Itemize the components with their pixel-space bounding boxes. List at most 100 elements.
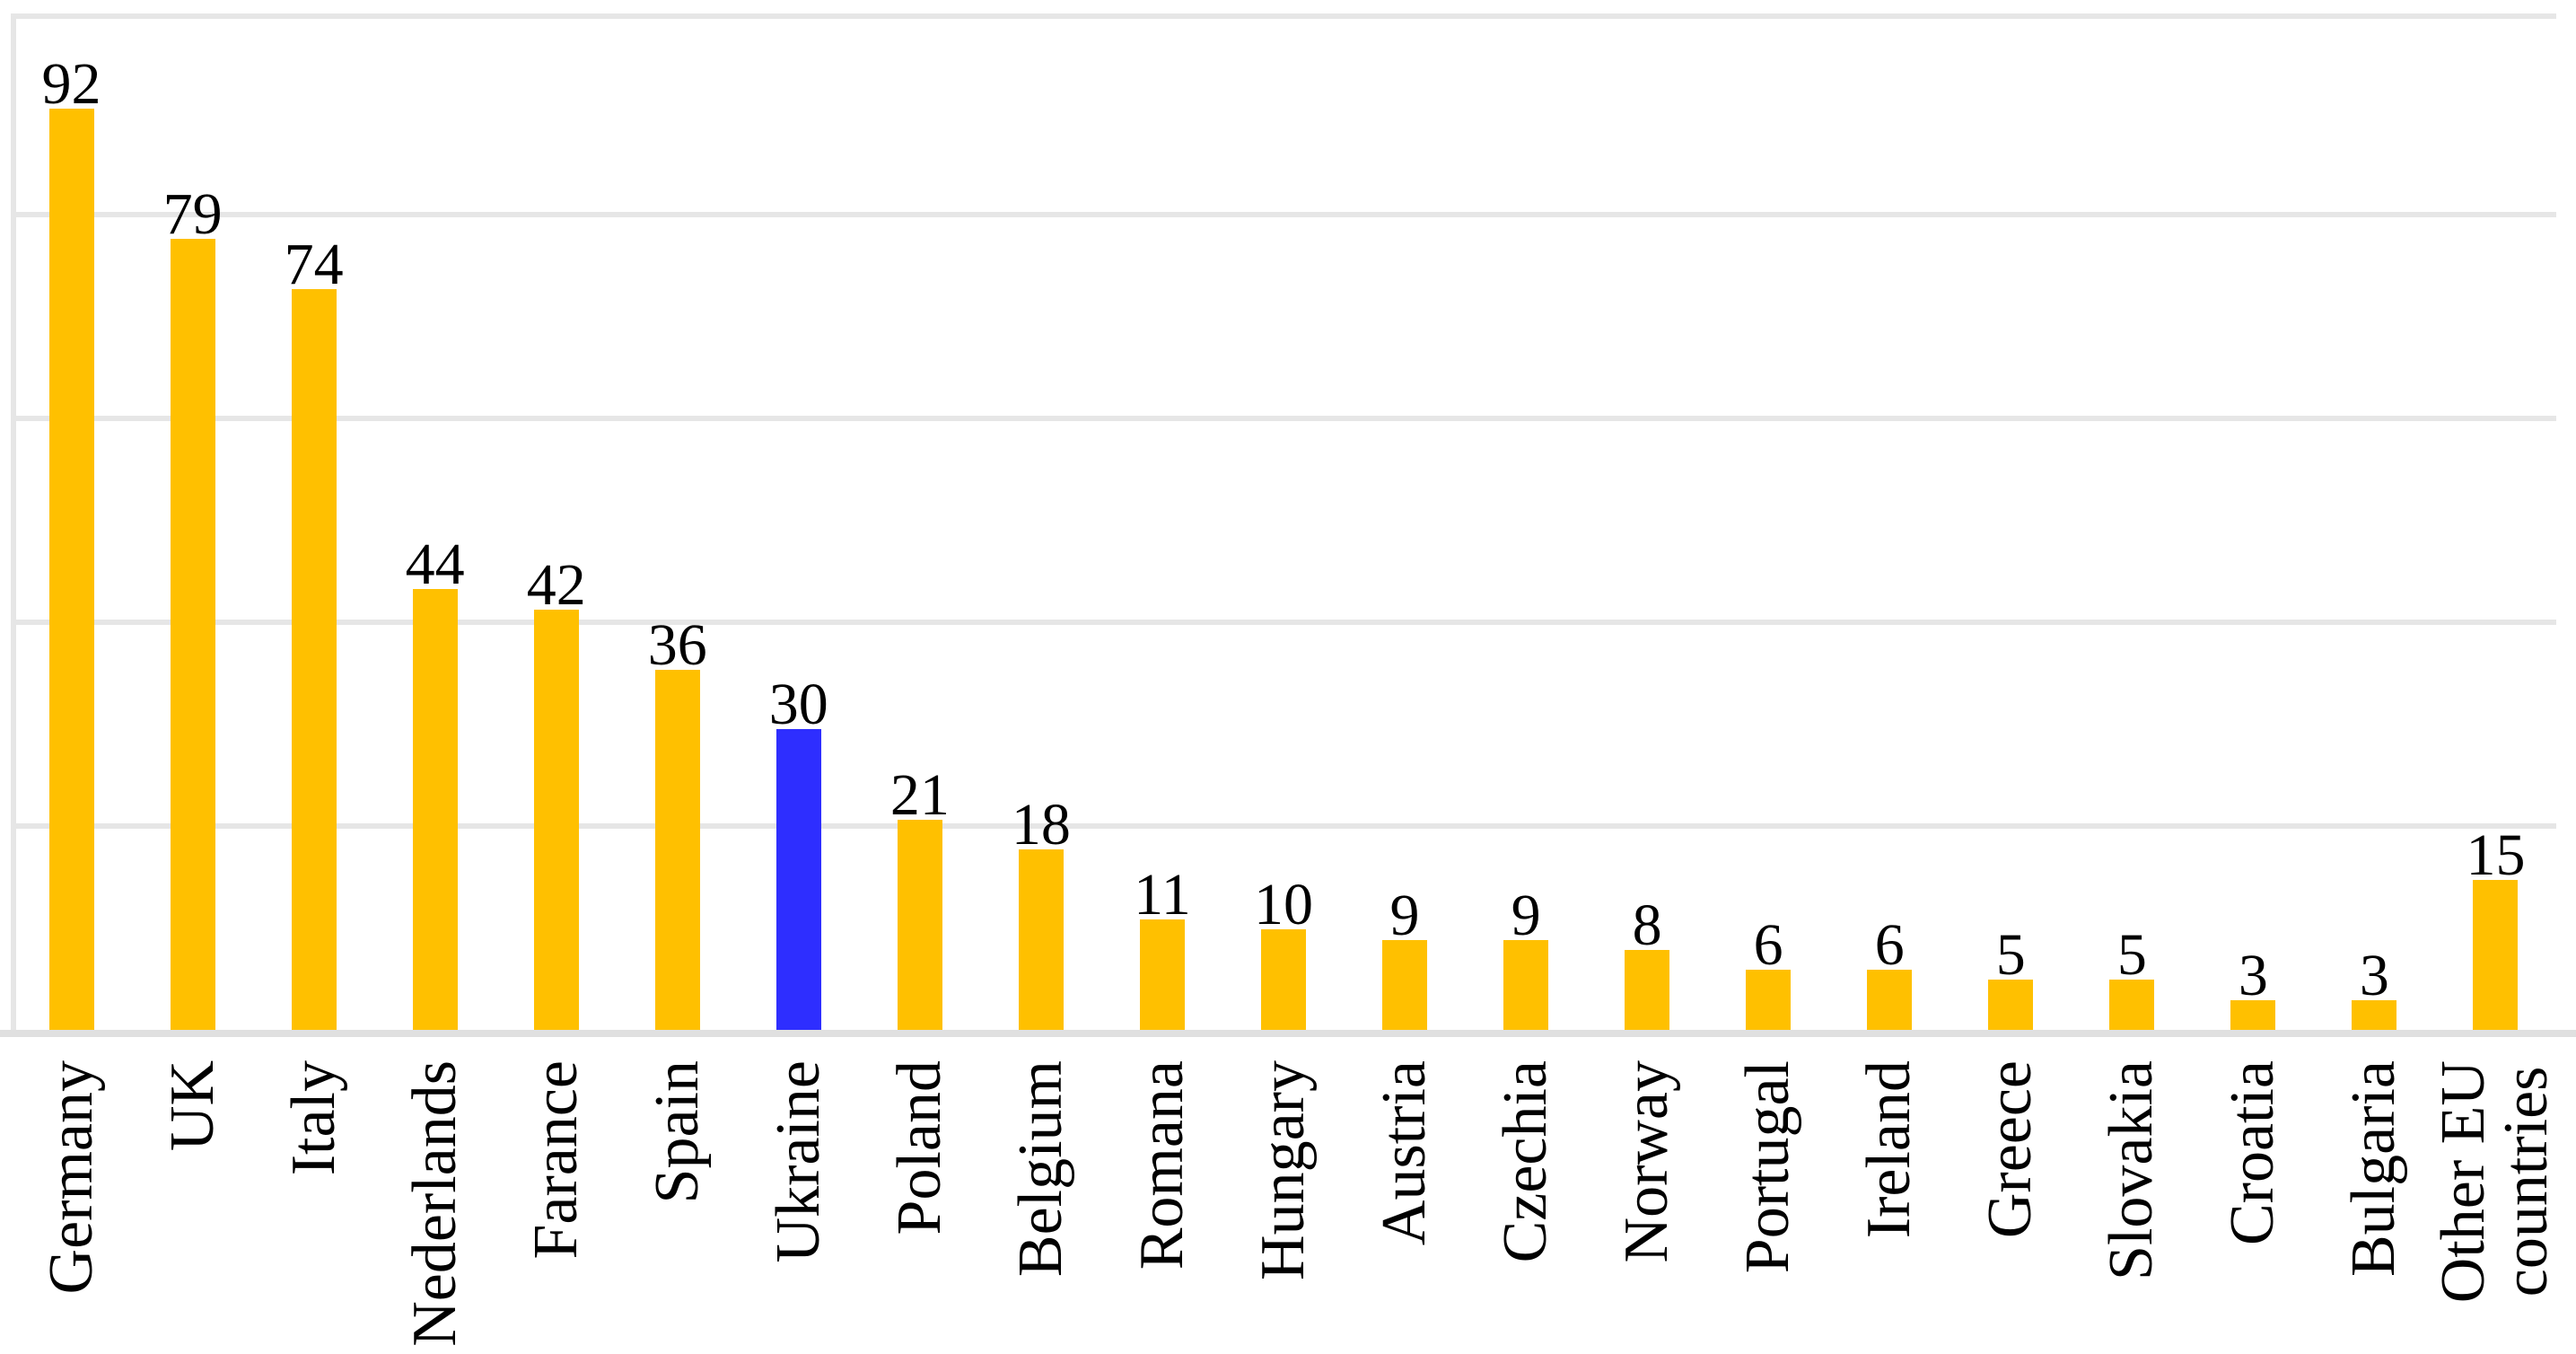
label-cell-italy: Italy: [253, 1037, 374, 1354]
bar-cell-poland: 21: [859, 766, 980, 1030]
label-cell-norway: Norway: [1587, 1037, 1708, 1354]
gridline-60: [16, 416, 2556, 421]
gridline-20: [16, 823, 2556, 829]
label-cell-croatia: Croatia: [2193, 1037, 2314, 1354]
category-label-uk: UK: [157, 1060, 227, 1152]
label-cell-ukraine: Ukraine: [738, 1037, 859, 1354]
bar-croatia: [2230, 1000, 2276, 1030]
category-label-portugal: Portugal: [1733, 1060, 1803, 1274]
plot-area: [11, 13, 2556, 1030]
bar-cell-ukraine: 30: [738, 675, 859, 1030]
category-label-austria: Austria: [1370, 1060, 1440, 1246]
bar-cell-nederlands: 44: [374, 535, 495, 1030]
bar-value-romana: 11: [1134, 862, 1191, 928]
bar-value-bulgaria: 3: [2359, 943, 2389, 1008]
bar-spain: [654, 670, 700, 1030]
label-cell-hungary: Hungary: [1222, 1037, 1344, 1354]
label-cell-uk: UK: [132, 1037, 253, 1354]
x-axis-line: [0, 1030, 2576, 1037]
bar-cell-other-eu-countries: 15: [2435, 826, 2556, 1030]
label-cell-belgium: Belgium: [980, 1037, 1101, 1354]
bar-romana: [1139, 919, 1185, 1030]
label-cell-austria: Austria: [1345, 1037, 1466, 1354]
bars-row: 92 79 74 44 42 36 30 21 18 11 10 9 9 8 6 6 5 5 3 3 15: [11, 19, 2556, 1030]
category-label-romana: Romana: [1126, 1060, 1196, 1270]
label-cell-farance: Farance: [495, 1037, 617, 1354]
bar-cell-portugal: 6: [1708, 916, 1829, 1030]
bar-other-eu-countries: [2473, 880, 2519, 1030]
category-label-norway: Norway: [1612, 1060, 1682, 1263]
label-cell-spain: Spain: [617, 1037, 738, 1354]
bar-cell-czechia: 9: [1466, 886, 1587, 1030]
bar-value-portugal: 6: [1753, 912, 1783, 978]
category-label-farance: Farance: [521, 1060, 591, 1260]
bar-italy: [291, 289, 337, 1030]
bar-value-croatia: 3: [2238, 943, 2268, 1008]
category-label-nederlands: Nederlands: [399, 1060, 469, 1347]
bar-czechia: [1503, 940, 1549, 1030]
bar-cell-uk: 79: [132, 185, 253, 1030]
gridline-80: [16, 212, 2556, 217]
bar-uk: [170, 239, 215, 1030]
bar-cell-germany: 92: [11, 55, 132, 1030]
bar-cell-spain: 36: [617, 616, 738, 1030]
bar-value-other-eu-countries: 15: [2466, 822, 2526, 888]
category-label-hungary: Hungary: [1248, 1060, 1318, 1280]
bar-ukraine: [775, 729, 821, 1030]
category-label-czechia: Czechia: [1491, 1060, 1561, 1263]
bar-cell-slovakia: 5: [2072, 926, 2193, 1030]
bar-value-czechia: 9: [1511, 883, 1541, 948]
bar-slovakia: [2109, 980, 2155, 1030]
label-cell-bulgaria: Bulgaria: [2314, 1037, 2435, 1354]
category-label-other-eu-countries: Other EU countries: [2429, 1060, 2562, 1304]
bar-value-ireland: 6: [1874, 912, 1905, 978]
bar-cell-romana: 11: [1101, 866, 1222, 1030]
label-cell-ireland: Ireland: [1829, 1037, 1950, 1354]
category-label-greece: Greece: [1976, 1060, 2046, 1239]
label-cell-germany: Germany: [11, 1037, 132, 1354]
category-label-ukraine: Ukraine: [763, 1060, 833, 1263]
bar-cell-bulgaria: 3: [2314, 946, 2435, 1030]
bar-nederlands: [412, 589, 458, 1030]
bar-belgium: [1018, 849, 1064, 1030]
bar-portugal: [1746, 970, 1792, 1030]
bar-cell-italy: 74: [253, 235, 374, 1030]
bar-austria: [1382, 940, 1428, 1030]
bar-value-italy: 74: [284, 232, 344, 297]
category-label-poland: Poland: [884, 1060, 954, 1235]
category-label-slovakia: Slovakia: [2097, 1060, 2167, 1280]
bar-value-slovakia: 5: [2116, 922, 2147, 988]
bar-value-germany: 92: [41, 51, 101, 117]
category-labels-row: Germany UK Italy Nederlands Farance Spain Ukra…: [11, 1037, 2562, 1354]
bar-cell-belgium: 18: [980, 796, 1101, 1030]
bar-value-ukraine: 30: [768, 672, 828, 737]
bar-cell-croatia: 3: [2193, 946, 2314, 1030]
bar-value-belgium: 18: [1011, 792, 1071, 857]
bar-value-hungary: 10: [1253, 872, 1313, 937]
bar-greece: [1988, 980, 2034, 1030]
label-cell-nederlands: Nederlands: [374, 1037, 495, 1354]
bar-value-farance: 42: [526, 552, 586, 618]
category-label-croatia: Croatia: [2218, 1060, 2288, 1246]
bar-value-austria: 9: [1389, 883, 1420, 948]
category-label-belgium: Belgium: [1005, 1060, 1075, 1278]
bar-germany: [48, 109, 94, 1030]
category-label-germany: Germany: [36, 1060, 106, 1295]
bar-cell-ireland: 6: [1829, 916, 1950, 1030]
bar-value-greece: 5: [1995, 922, 2026, 988]
bar-cell-norway: 8: [1587, 896, 1708, 1030]
bar-cell-austria: 9: [1345, 886, 1466, 1030]
bar-farance: [533, 610, 579, 1030]
bar-value-norway: 8: [1632, 892, 1662, 958]
bar-hungary: [1260, 929, 1306, 1030]
bar-value-nederlands: 44: [405, 532, 465, 597]
bar-cell-hungary: 10: [1222, 875, 1344, 1030]
label-cell-portugal: Portugal: [1708, 1037, 1829, 1354]
bar-poland: [897, 820, 942, 1030]
bar-bulgaria: [2352, 1000, 2397, 1030]
bar-cell-farance: 42: [495, 556, 617, 1030]
label-cell-other-eu-countries: Other EU countries: [2429, 1037, 2562, 1354]
bar-value-spain: 36: [647, 612, 707, 678]
bar-cell-greece: 5: [1950, 926, 2072, 1030]
